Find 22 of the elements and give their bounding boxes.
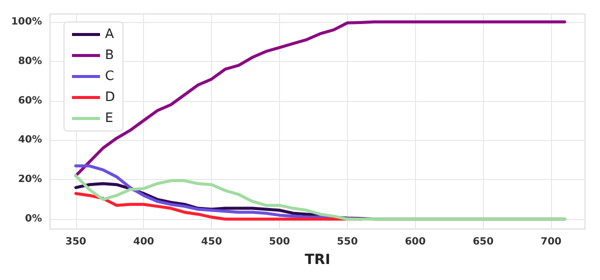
x-tick-label: 550 (336, 236, 358, 248)
y-tick-label: 20% (18, 174, 42, 186)
y-tick-label: 80% (18, 56, 42, 67)
x-tick-label: 500 (269, 236, 290, 248)
y-tick-label: 40% (18, 134, 42, 146)
x-axis-title: TRI (304, 252, 330, 268)
y-tick-label: 60% (18, 95, 42, 106)
x-tick-label: 600 (404, 236, 426, 248)
x-tick-label: 350 (65, 236, 86, 248)
y-tick-label: 0% (25, 214, 42, 225)
legend-label: D (105, 90, 116, 105)
x-tick-label: 400 (133, 236, 154, 248)
x-tick-label: 650 (472, 236, 494, 248)
x-tick-label: 450 (201, 236, 222, 248)
legend-label: B (105, 48, 114, 63)
line-series (74, 174, 566, 221)
y-tick-label: 100% (11, 16, 42, 28)
legend-label: A (105, 27, 114, 42)
legend-label: E (105, 111, 114, 126)
line-series (74, 20, 566, 178)
x-tick-label: 700 (540, 236, 562, 248)
legend-label: C (105, 69, 114, 84)
